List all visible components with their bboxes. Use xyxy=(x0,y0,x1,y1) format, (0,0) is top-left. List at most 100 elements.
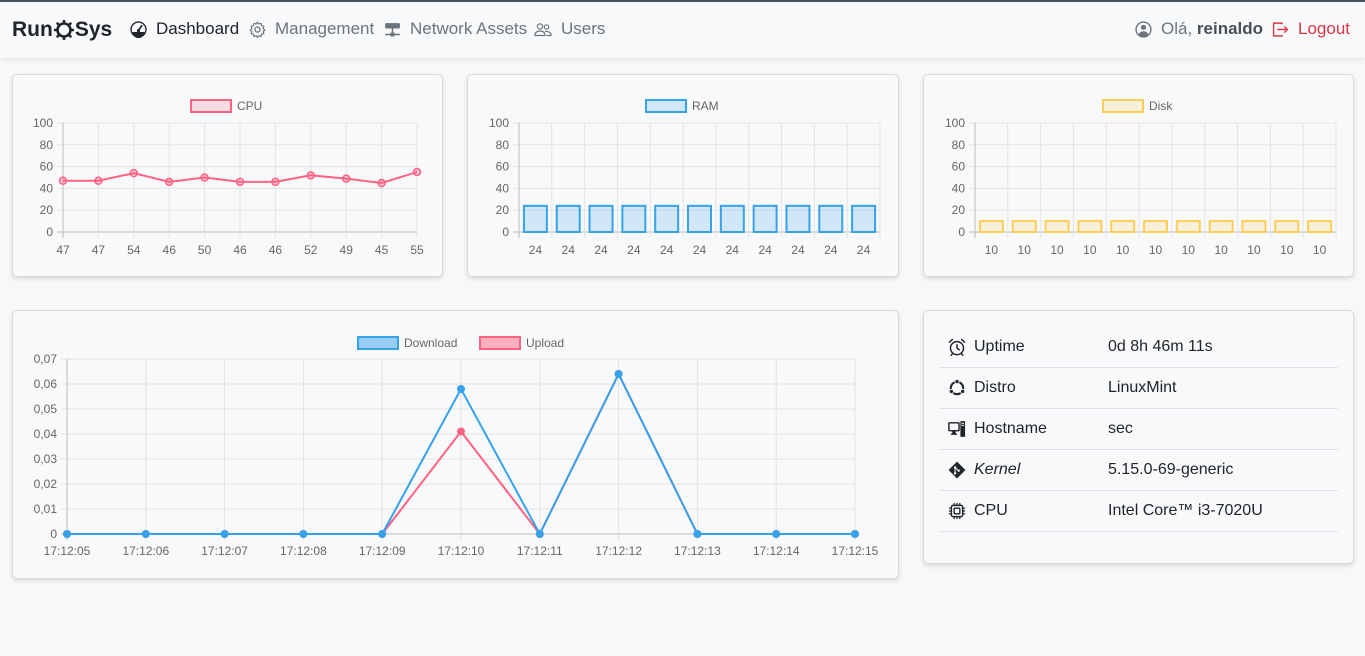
x-tick-label: 17:12:05 xyxy=(44,544,91,558)
bar xyxy=(1274,220,1300,234)
bar xyxy=(522,204,548,233)
cpu-value: Intel Core™ i3-7020U xyxy=(1108,502,1263,519)
ubuntu-icon xyxy=(948,379,966,397)
bar xyxy=(851,204,877,233)
bar xyxy=(555,204,581,233)
bar xyxy=(818,204,844,233)
y-tick-label: 0 xyxy=(958,225,965,239)
nav-management[interactable]: Management xyxy=(249,19,374,39)
nav-dashboard-label: Dashboard xyxy=(156,19,240,38)
data-point xyxy=(535,530,544,538)
x-tick-label: 10 xyxy=(985,243,999,257)
cpu-line xyxy=(63,171,418,184)
bar xyxy=(785,204,811,233)
y-tick-label: 20 xyxy=(952,203,966,217)
gear-icon xyxy=(249,20,266,38)
x-tick-label: 17:12:07 xyxy=(201,544,248,558)
data-point xyxy=(235,177,245,187)
y-tick-label: 40 xyxy=(496,181,510,195)
x-tick-label: 10 xyxy=(1083,243,1097,257)
alarm-icon xyxy=(948,338,966,356)
x-tick-label: 17:12:11 xyxy=(517,544,563,558)
data-point xyxy=(457,427,465,436)
legend-swatch xyxy=(479,336,521,350)
data-point xyxy=(271,177,280,187)
x-tick-label: 10 xyxy=(1247,243,1261,257)
nav-users-label: Users xyxy=(561,19,606,38)
y-tick-label: 0 xyxy=(502,225,509,239)
nav-dashboard[interactable]: Dashboard xyxy=(130,19,239,39)
data-point xyxy=(457,385,465,393)
y-tick-label: 20 xyxy=(496,203,510,217)
data-point xyxy=(164,177,174,187)
data-point xyxy=(129,168,139,178)
data-point xyxy=(378,530,387,538)
username: reinaldo xyxy=(1196,19,1264,38)
y-tick-label: 0,05 xyxy=(34,402,58,416)
x-tick-label: 52 xyxy=(304,243,318,257)
x-tick-label: 10 xyxy=(1313,243,1327,257)
y-tick-label: 80 xyxy=(40,138,54,152)
legend-label: CPU xyxy=(237,99,262,113)
y-tick-label: 100 xyxy=(489,116,509,130)
git-icon xyxy=(948,461,966,479)
x-tick-label: 47 xyxy=(92,243,106,257)
legend-swatch xyxy=(357,336,399,350)
bar xyxy=(1307,220,1333,234)
cpu-icon xyxy=(948,502,966,520)
nav-users[interactable]: Users xyxy=(534,19,605,39)
y-tick-label: 40 xyxy=(952,181,966,195)
x-tick-label: 17:12:15 xyxy=(832,544,879,558)
x-tick-label: 10 xyxy=(1018,243,1032,257)
y-tick-label: 20 xyxy=(40,203,54,217)
data-point xyxy=(772,530,781,538)
cpu-card: CPU 100 80 60 40 20 0 47 47 54 46 50 46 46 52 49 45 55 xyxy=(12,74,443,277)
y-tick-label: 100 xyxy=(33,116,53,130)
legend-label: Disk xyxy=(1149,99,1173,113)
y-tick-label: 0 xyxy=(46,225,53,239)
x-tick-label: 24 xyxy=(529,243,543,257)
logout-link[interactable]: Logout xyxy=(1272,19,1350,39)
x-tick-label: 55 xyxy=(410,243,424,257)
x-tick-label: 46 xyxy=(163,243,177,257)
nav-network-assets[interactable]: Network Assets xyxy=(384,19,527,39)
x-tick-label: 10 xyxy=(1182,243,1196,257)
y-tick-label: 0,04 xyxy=(34,427,58,441)
bar xyxy=(1044,220,1070,234)
speedometer-icon xyxy=(130,20,147,38)
x-tick-label: 46 xyxy=(269,243,283,257)
brand-text-right: Sys xyxy=(74,18,113,41)
network-chart: Download Upload 0,07 0,06 0,05 0,04 0,03 0,02 0,… xyxy=(34,336,879,558)
bar xyxy=(1110,220,1136,234)
y-tick-label: 0 xyxy=(50,527,57,541)
x-tick-label: 17:12:14 xyxy=(753,544,800,558)
x-tick-label: 24 xyxy=(791,243,805,257)
info-row-hostname: Hostname sec xyxy=(940,409,1338,450)
x-tick-label: 24 xyxy=(660,243,674,257)
y-tick-label: 0,01 xyxy=(34,502,58,516)
info-row-cpu: CPU Intel Core™ i3-7020U xyxy=(940,491,1338,532)
brand-logo[interactable]: Run Sys xyxy=(12,18,112,42)
distro-value: LinuxMint xyxy=(1108,379,1177,396)
disk-chart: Disk 100 80 60 40 20 0 10 10 10 10 10 10 10 10 10 10 10 xyxy=(945,99,1337,257)
ram-card: RAM 100 80 60 40 20 0 24 24 24 24 24 24 24 24 24 24 24 xyxy=(467,74,899,277)
x-tick-label: 46 xyxy=(233,243,247,257)
x-tick-label: 45 xyxy=(375,243,389,257)
hdd-network-icon xyxy=(385,22,400,37)
x-tick-label: 17:12:06 xyxy=(122,544,169,558)
user-greeting: Olá, reinaldo xyxy=(1135,19,1263,39)
disk-card: Disk 100 80 60 40 20 0 10 10 10 10 10 10 10 10 10 10 10 xyxy=(923,74,1354,277)
bar xyxy=(1208,220,1234,234)
data-point xyxy=(614,370,623,378)
nav-management-label: Management xyxy=(275,19,375,38)
bar xyxy=(1175,220,1201,234)
bar xyxy=(1011,220,1037,234)
kernel-label: Kernel xyxy=(974,461,1021,478)
y-tick-label: 80 xyxy=(952,138,966,152)
x-tick-label: 24 xyxy=(693,243,707,257)
x-tick-label: 10 xyxy=(1050,243,1064,257)
cpu-label: CPU xyxy=(974,502,1008,519)
x-tick-label: 10 xyxy=(1280,243,1294,257)
person-circle-icon xyxy=(1135,20,1152,38)
uptime-label: Uptime xyxy=(974,338,1025,355)
